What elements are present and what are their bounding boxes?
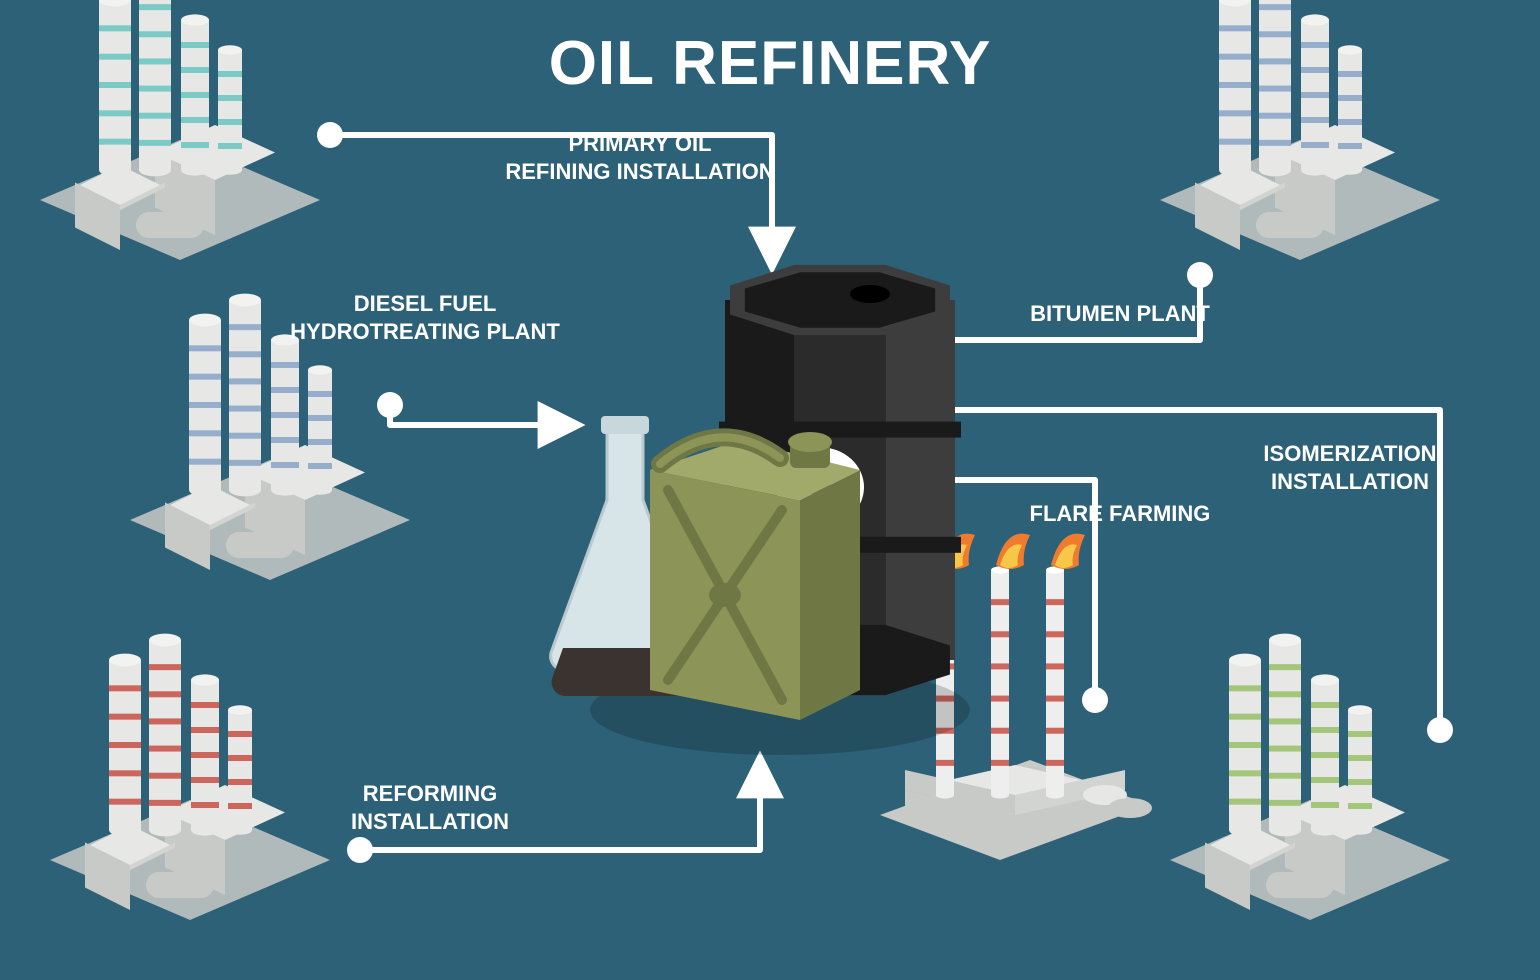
reforming-label: REFORMING INSTALLATION: [270, 780, 590, 835]
primary-label: PRIMARY OIL REFINING INSTALLATION: [480, 130, 800, 185]
central-products: [551, 265, 970, 755]
bitumen-label: BITUMEN PLANT: [960, 300, 1280, 328]
flare-label: FLARE FARMING: [960, 500, 1280, 528]
isomerization-label: ISOMERIZATION INSTALLATION: [1190, 440, 1510, 495]
diesel-label: DIESEL FUEL HYDROTREATING PLANT: [265, 290, 585, 345]
reforming-plant-icon: [50, 634, 330, 920]
isomerization-plant-icon: [1170, 634, 1450, 920]
title: OIL REFINERY: [0, 28, 1540, 99]
infographic-stage: OIL REFINERY PRIMARY OIL REFINING INSTAL…: [0, 0, 1540, 980]
